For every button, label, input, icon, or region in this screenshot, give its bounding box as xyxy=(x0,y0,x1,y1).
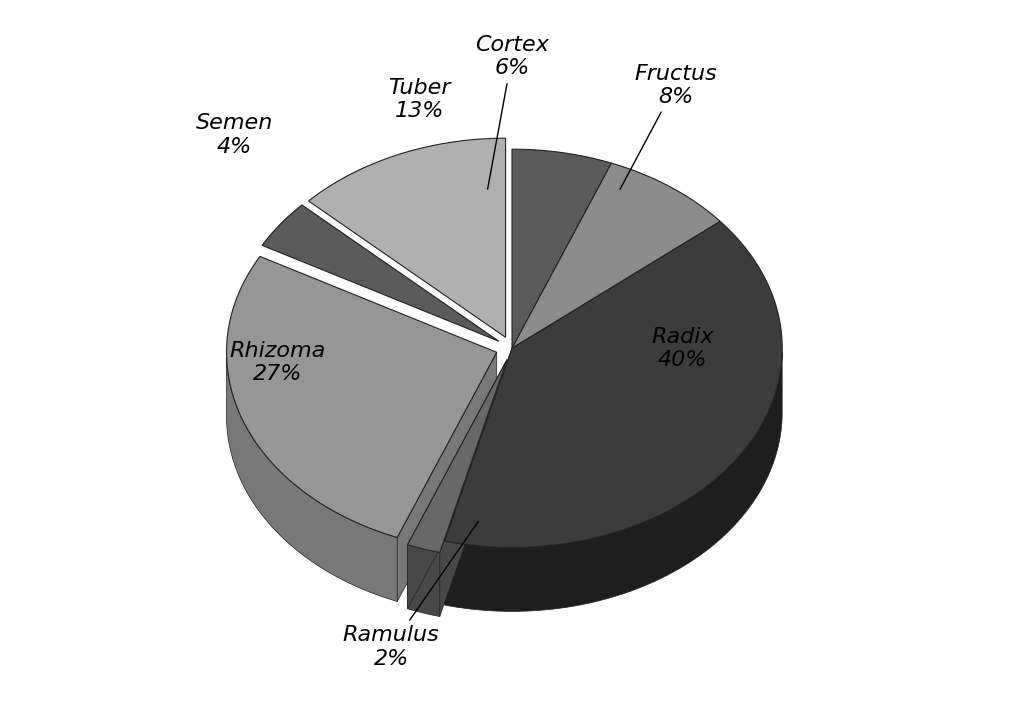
Polygon shape xyxy=(512,149,611,348)
Text: Radix
40%: Radix 40% xyxy=(651,327,714,370)
Polygon shape xyxy=(408,360,507,552)
Polygon shape xyxy=(397,352,497,602)
Polygon shape xyxy=(444,221,782,547)
Polygon shape xyxy=(226,355,397,602)
Polygon shape xyxy=(408,360,507,609)
Text: Rhizoma
27%: Rhizoma 27% xyxy=(229,341,326,384)
Text: Tuber
13%: Tuber 13% xyxy=(388,78,451,121)
Polygon shape xyxy=(226,257,497,537)
Text: Fructus
8%: Fructus 8% xyxy=(620,64,717,189)
Polygon shape xyxy=(262,205,499,341)
Polygon shape xyxy=(512,163,720,348)
Polygon shape xyxy=(308,138,506,337)
Text: Ramulus
2%: Ramulus 2% xyxy=(343,521,478,668)
Polygon shape xyxy=(444,352,782,611)
Polygon shape xyxy=(444,348,512,605)
Polygon shape xyxy=(439,360,507,616)
Text: Semen
4%: Semen 4% xyxy=(196,113,273,157)
Text: Cortex
6%: Cortex 6% xyxy=(475,35,549,189)
Polygon shape xyxy=(408,544,439,616)
